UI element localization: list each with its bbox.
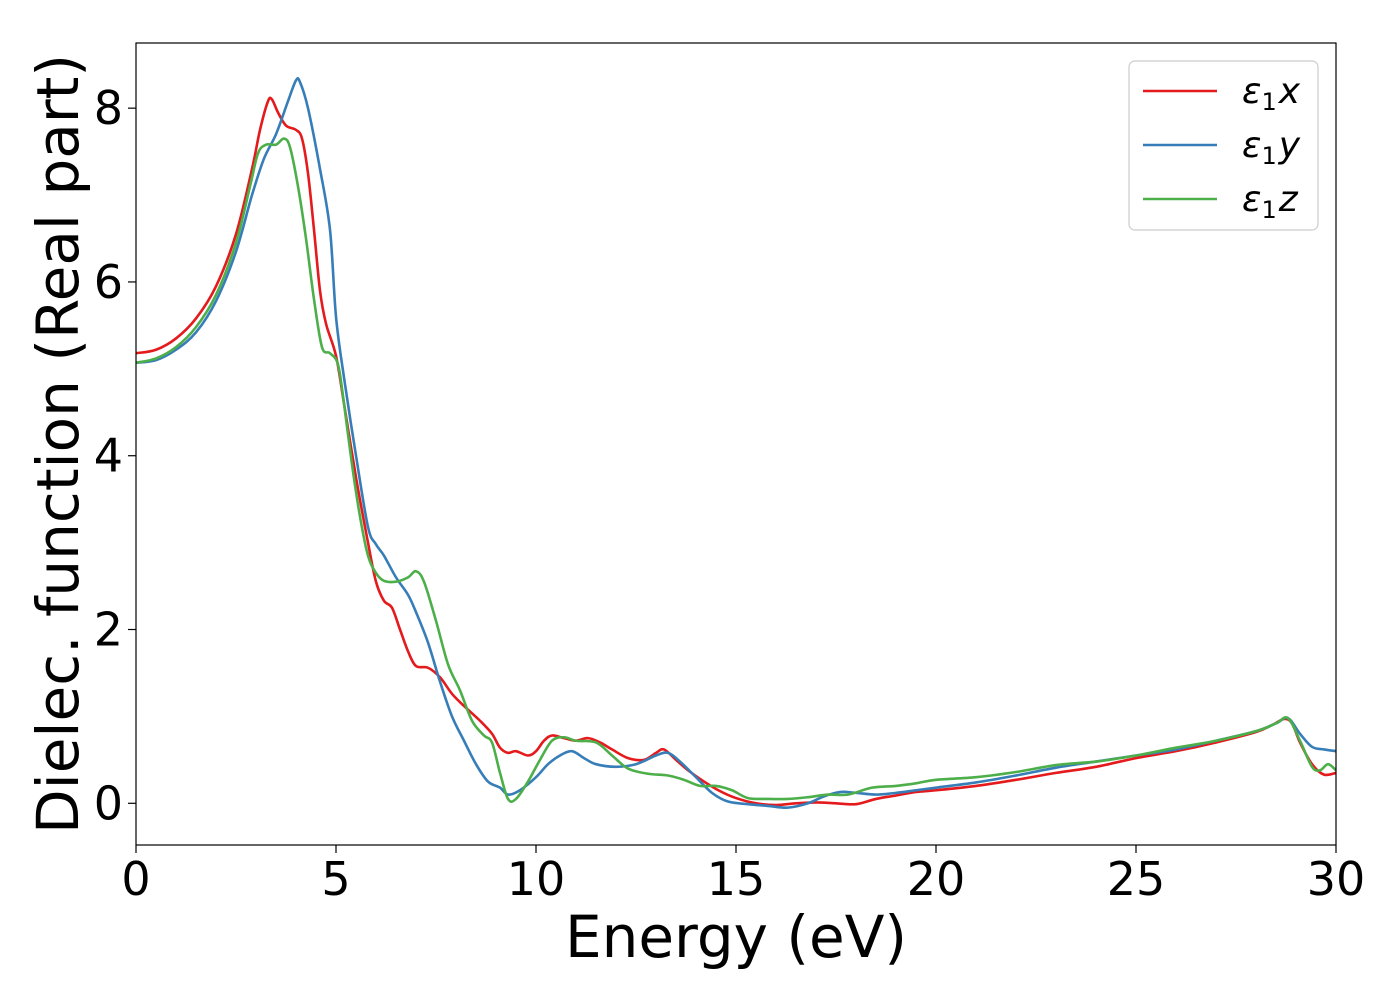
- x-tick-label: 5: [321, 852, 350, 906]
- legend-item-x: ε1x: [1143, 71, 1301, 116]
- x-tick-label: 15: [707, 852, 766, 906]
- legend-box: [1128, 60, 1319, 231]
- y-tick-label: 6: [94, 255, 123, 309]
- legend-item-z: ε1z: [1143, 179, 1299, 224]
- y-tick-label: 4: [94, 429, 123, 483]
- x-tick-label: 30: [1307, 852, 1366, 906]
- x-axis: 0 5 10 15 20 25 30: [121, 845, 1365, 906]
- y-tick-label: 2: [94, 603, 123, 657]
- x-axis-label: Energy (eV): [565, 903, 907, 971]
- y-tick-label: 8: [94, 81, 123, 135]
- y-axis-label: Dielec. function (Real part): [24, 54, 92, 834]
- series-layer: [136, 76, 1336, 810]
- x-tick-label: 10: [507, 852, 566, 906]
- legend-label: ε1x: [1242, 71, 1301, 116]
- legend-label: ε1z: [1242, 179, 1299, 224]
- x-tick-label: 0: [121, 852, 150, 906]
- series-line-x: [136, 96, 1336, 807]
- x-tick-label: 25: [1107, 852, 1166, 906]
- series-line-y: [136, 76, 1336, 810]
- legend-label: ε1y: [1242, 125, 1301, 170]
- x-tick-label: 20: [907, 852, 966, 906]
- legend-item-y: ε1y: [1143, 125, 1301, 170]
- y-tick-label: 0: [94, 776, 123, 830]
- y-axis: 0 2 4 6 8: [94, 81, 136, 830]
- legend: ε1x ε1y ε1z: [1128, 60, 1319, 231]
- series-line-z: [136, 137, 1336, 803]
